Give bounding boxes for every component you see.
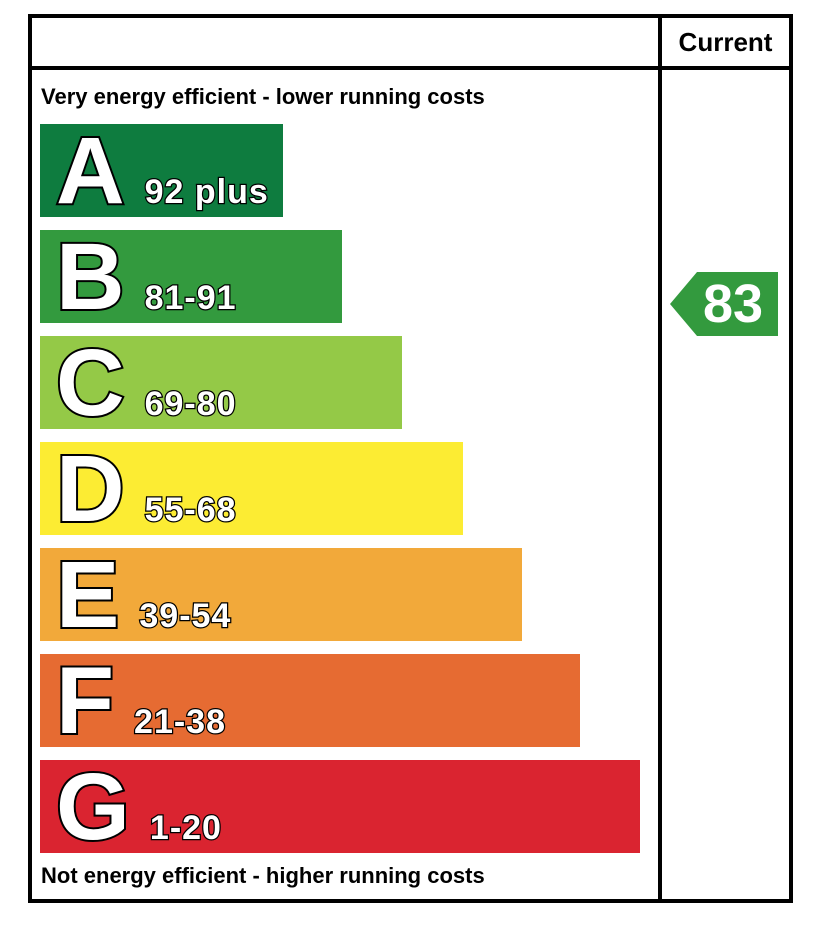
current-rating-value: 83 [702,274,764,334]
rating-scale-area: Very energy efficient - lower running co… [32,70,658,899]
rating-band-row: E 39-54 [40,542,658,648]
chart-body: Very energy efficient - lower running co… [32,70,789,899]
band-letter: F [54,648,116,754]
caption-very-efficient: Very energy efficient - lower running co… [41,84,485,109]
band-range-label: 92 plus [143,173,269,211]
band-letter: G [54,754,132,860]
rating-band-row: D 55-68 [40,436,658,542]
rating-band-bar: A 92 plus [40,118,283,224]
rating-band-row: C 69-80 [40,330,658,436]
rating-band-row: B 81-91 [40,224,658,330]
band-range-label: 39-54 [138,597,232,635]
rating-band-bar: G 1-20 [40,754,640,860]
current-column-label: Current [678,26,773,57]
rating-band-row: A 92 plus [40,118,658,224]
epc-energy-efficiency-chart: Current Very energy efficient - lower ru… [28,14,793,903]
current-column-header: Current [658,18,789,66]
rating-band-bar: C 69-80 [40,330,402,436]
band-letter: E [54,542,121,648]
rating-band-bar: E 39-54 [40,542,522,648]
band-range-label: 69-80 [143,385,237,423]
chart-header-row: Current [32,18,789,70]
rating-band-bar: F 21-38 [40,648,580,754]
band-letter: B [54,224,127,330]
current-rating-column: 83 [658,70,789,899]
rating-band-bar: D 55-68 [40,436,463,542]
band-letter: A [54,118,127,224]
band-letter: D [54,436,127,542]
rating-band-row: G 1-20 [40,754,658,860]
band-letter: C [54,330,127,436]
header-empty-cell [32,18,658,66]
current-rating-arrow: 83 [670,272,778,336]
rating-band-row: F 21-38 [40,648,658,754]
band-range-label: 55-68 [143,491,237,529]
band-range-label: 81-91 [143,279,237,317]
rating-band-bar: B 81-91 [40,224,342,330]
band-range-label: 21-38 [133,703,226,741]
caption-not-efficient: Not energy efficient - higher running co… [41,863,485,888]
band-range-label: 1-20 [149,809,223,847]
rating-bands-container: A 92 plus B 81-91 C 69-80 D 55-68 E 39-5… [32,118,658,860]
